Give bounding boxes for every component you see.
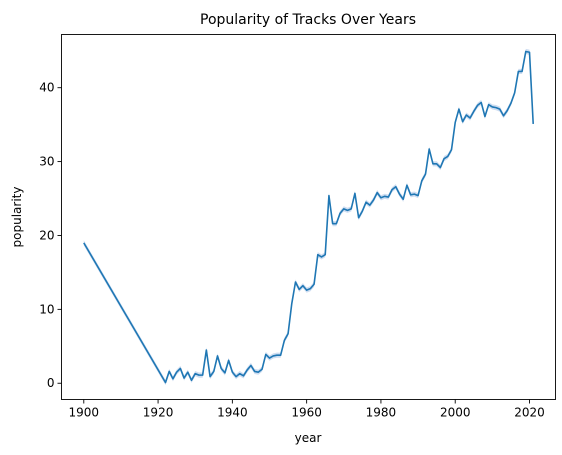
chart-title: Popularity of Tracks Over Years — [200, 12, 416, 28]
y-tick-label: 10 — [39, 302, 54, 316]
y-tick-label: 30 — [39, 155, 54, 169]
x-tick-label: 1940 — [217, 406, 248, 420]
x-tick-label: 1900 — [69, 406, 100, 420]
x-tick-label: 2020 — [514, 406, 545, 420]
x-tick-label: 1960 — [291, 406, 322, 420]
x-tick-label: 1920 — [143, 406, 174, 420]
y-tick-label: 40 — [39, 81, 54, 95]
x-tick-label: 2000 — [440, 406, 471, 420]
y-tick-label: 20 — [39, 228, 54, 242]
x-tick-label: 1980 — [366, 406, 397, 420]
x-axis-label: year — [295, 431, 322, 445]
y-axis-label: popularity — [10, 187, 24, 248]
y-tick-label: 0 — [47, 376, 55, 390]
